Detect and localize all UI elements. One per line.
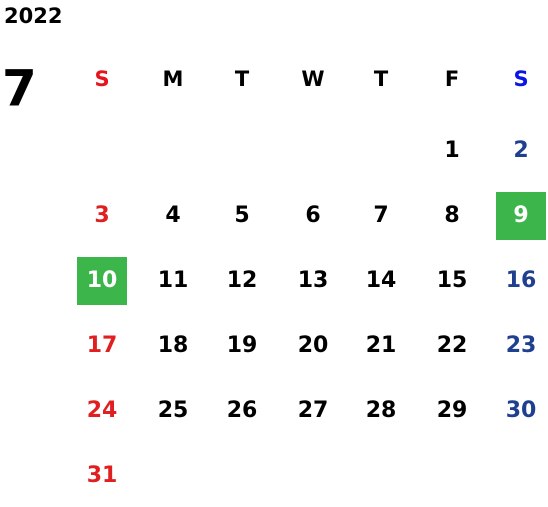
- weekday-label: S: [94, 67, 109, 91]
- weekday-label: S: [513, 67, 528, 91]
- day-number: 3: [94, 203, 109, 228]
- weekday-label: F: [445, 67, 459, 91]
- highlight-box: [77, 257, 127, 305]
- day-number: 12: [227, 268, 258, 293]
- day-number: 5: [234, 203, 249, 228]
- year: 2022: [4, 4, 62, 28]
- day-number: 17: [87, 333, 118, 358]
- month: 7: [2, 60, 37, 118]
- day-number: 23: [506, 333, 537, 358]
- day-number: 13: [298, 268, 329, 293]
- day-number: 20: [298, 333, 329, 358]
- day-number: 16: [506, 268, 537, 293]
- day-number: 29: [437, 398, 468, 423]
- day-number: 11: [158, 268, 189, 293]
- day-number: 1: [444, 138, 459, 163]
- weekday-label: W: [301, 67, 324, 91]
- day-number: 25: [158, 398, 189, 423]
- day-number: 21: [366, 333, 397, 358]
- day-number: 15: [437, 268, 468, 293]
- day-number: 2: [513, 138, 528, 163]
- day-number: 4: [165, 203, 180, 228]
- day-number: 26: [227, 398, 258, 423]
- weekday-label: M: [163, 67, 184, 91]
- day-number: 6: [305, 203, 320, 228]
- day-number: 24: [87, 398, 118, 423]
- day-number: 14: [366, 268, 397, 293]
- day-number: 19: [227, 333, 258, 358]
- day-number: 10: [87, 268, 118, 293]
- day-number: 7: [373, 203, 388, 228]
- day-number: 30: [506, 398, 537, 423]
- day-number: 22: [437, 333, 468, 358]
- day-number: 31: [87, 463, 118, 488]
- weekday-label: T: [374, 67, 389, 91]
- highlight-box: [496, 192, 546, 240]
- day-number: 9: [513, 203, 528, 228]
- day-number: 28: [366, 398, 397, 423]
- day-number: 27: [298, 398, 329, 423]
- day-number: 8: [444, 203, 459, 228]
- day-number: 18: [158, 333, 189, 358]
- weekday-label: T: [235, 67, 250, 91]
